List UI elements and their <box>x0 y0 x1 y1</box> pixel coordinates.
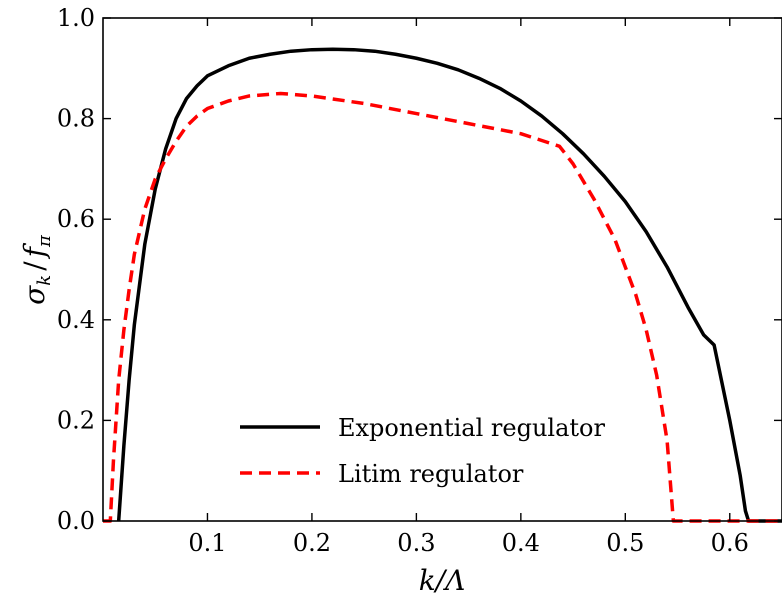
y-label-sigma: σ <box>18 285 51 305</box>
series-line-litim <box>103 91 782 523</box>
series-line-exponential <box>116 47 782 523</box>
x-axis-label: k/Λ <box>419 564 466 597</box>
legend-label-litim: Litim regulator <box>338 460 524 488</box>
series-layer <box>103 47 782 523</box>
x-tick-label: 0.6 <box>711 529 749 557</box>
y-tick-label: 0.2 <box>57 406 95 434</box>
y-label-slash: / <box>18 261 51 271</box>
tick-layer: 0.1 0.2 0.3 0.4 0.5 0.6 0.0 0.2 0.4 0.6 0.8 1.0 <box>57 4 782 557</box>
y-tick-label: 1.0 <box>57 4 95 32</box>
y-tick-label: 0.4 <box>57 306 95 334</box>
y-tick-label: 0.0 <box>57 507 95 535</box>
plot-background <box>103 18 782 521</box>
y-label-sub-pi: π <box>34 234 55 248</box>
legend: Exponential regulator Litim regulator <box>240 414 605 488</box>
y-tick-label: 0.6 <box>57 205 95 233</box>
x-tick-label: 0.5 <box>606 529 644 557</box>
x-tick-label: 0.3 <box>397 529 435 557</box>
y-axis-label: σk/fπ <box>18 234 55 305</box>
x-tick-label: 0.4 <box>502 529 540 557</box>
y-label-sub-k: k <box>34 275 55 286</box>
y-tick-label: 0.8 <box>57 105 95 133</box>
legend-label-exponential: Exponential regulator <box>338 414 605 442</box>
x-tick-label: 0.1 <box>188 529 226 557</box>
x-tick-label: 0.2 <box>293 529 331 557</box>
plot-frame <box>102 17 782 522</box>
